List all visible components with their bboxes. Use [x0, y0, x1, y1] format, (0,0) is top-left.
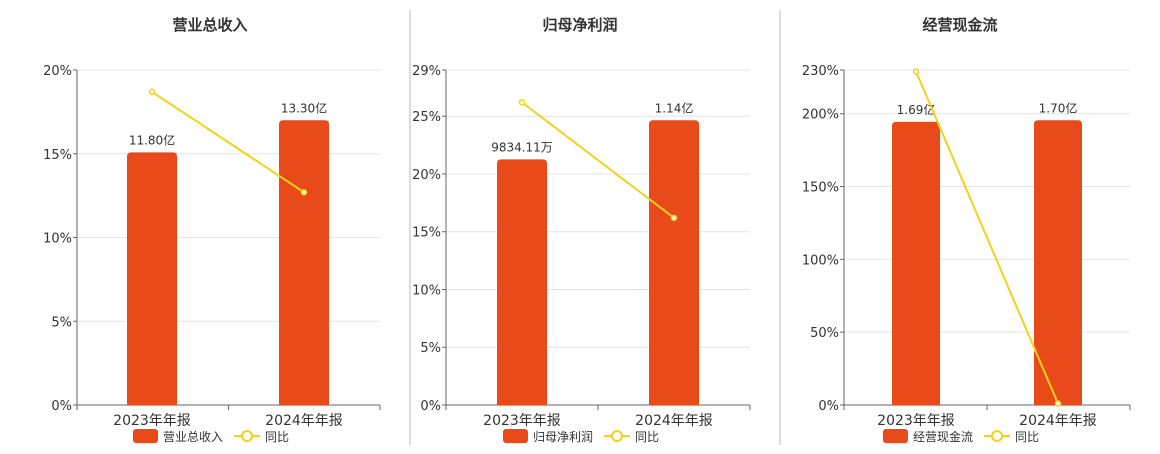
chart-panel-3: 经营现金流 0% 50% 100% 150% 200% 230% 1.69亿 2023年年报 1.…	[802, 16, 1131, 444]
yoy-point	[1054, 400, 1062, 407]
yoy-point	[670, 214, 678, 222]
bar	[1034, 120, 1082, 405]
chart-title: 归母净利润	[542, 16, 617, 34]
legend-label-bar: 经营现金流	[913, 429, 973, 444]
bar-data-label: 13.30亿	[281, 100, 327, 115]
legend-line-marker	[991, 430, 1003, 442]
legend-line-marker	[611, 430, 623, 442]
chart-title: 营业总收入	[172, 16, 247, 34]
yoy-point	[148, 88, 156, 96]
y-tick-label: 0%	[420, 399, 441, 414]
y-tick-label: 100%	[802, 253, 839, 268]
legend-label-bar: 归母净利润	[533, 430, 593, 444]
bar	[127, 152, 177, 405]
bar	[279, 120, 329, 405]
yoy-line	[151, 90, 305, 194]
y-tick-label: 20%	[43, 64, 72, 79]
y-tick-label: 230%	[802, 64, 839, 79]
y-tick-label: 20%	[412, 168, 441, 183]
bar	[497, 159, 547, 405]
y-tick-label: 10%	[43, 232, 72, 247]
legend-line-marker	[241, 430, 253, 442]
y-tick-label: 25%	[412, 110, 441, 125]
y-tick-label: 150%	[802, 181, 839, 196]
x-tick-label: 2024年年报	[265, 413, 343, 429]
chart-title: 经营现金流	[922, 16, 997, 34]
bar	[892, 121, 940, 406]
x-tick-label: 2023年年报	[877, 413, 955, 429]
y-tick-label: 15%	[43, 148, 72, 163]
legend-label-line: 同比	[635, 430, 659, 444]
legend-bar-swatch	[133, 429, 158, 443]
y-tick-label: 0%	[51, 399, 72, 414]
yoy-point	[300, 189, 308, 196]
y-tick-label: 50%	[810, 326, 839, 341]
x-tick-label: 2024年年报	[635, 413, 713, 429]
bar-data-label: 1.69亿	[897, 102, 936, 117]
bar-data-label: 9834.11万	[491, 140, 553, 154]
y-tick-label: 10%	[412, 283, 441, 298]
y-tick-label: 5%	[51, 315, 72, 330]
legend-label-line: 同比	[265, 430, 289, 444]
legend-bar-swatch	[503, 429, 528, 443]
legend-bar-swatch	[883, 429, 908, 443]
bar-data-label: 1.70亿	[1039, 100, 1078, 115]
bar-data-label: 11.80亿	[129, 132, 175, 147]
y-tick-label: 200%	[802, 108, 839, 123]
yoy-line	[521, 101, 675, 219]
legend-label-line: 同比	[1015, 430, 1039, 444]
bar	[649, 120, 699, 405]
chart-panel-2: 归母净利润 0% 5% 10% 15% 20% 25% 29% 9834.11万 2023年年报 1…	[412, 16, 751, 444]
y-tick-label: 0%	[818, 399, 839, 414]
x-tick-label: 2024年年报	[1019, 413, 1097, 429]
chart-panel-1: 营业总收入 0% 5% 10% 15% 20% 11.80亿 2023年年报 13.30亿 202…	[43, 16, 381, 444]
x-tick-label: 2023年年报	[483, 413, 561, 429]
y-tick-label: 5%	[420, 341, 441, 356]
y-tick-label: 29%	[412, 64, 441, 79]
y-tick-label: 15%	[412, 226, 441, 241]
legend-label-bar: 营业总收入	[163, 430, 223, 444]
bar-data-label: 1.14亿	[655, 100, 694, 115]
x-tick-label: 2023年年报	[113, 413, 191, 429]
yoy-point	[518, 99, 526, 106]
yoy-point	[912, 68, 920, 75]
yoy-line	[915, 71, 1059, 404]
